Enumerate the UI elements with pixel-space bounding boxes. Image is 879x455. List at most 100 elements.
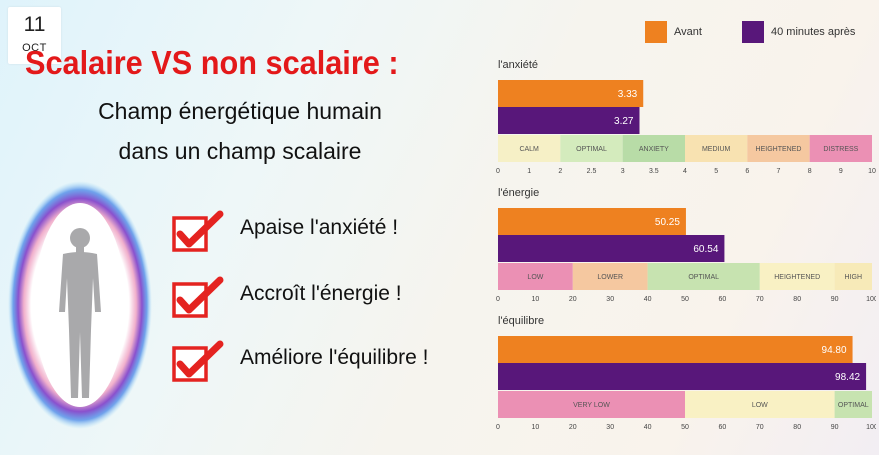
tick-label: 20 (569, 296, 577, 303)
subtitle-line-2: dans un champ scalaire (118, 138, 362, 164)
zone-very-low (498, 391, 685, 418)
zone-low (498, 263, 573, 290)
tick-label: 50 (681, 296, 689, 303)
zone-label: LOW (752, 402, 768, 409)
zone-calm (498, 135, 561, 162)
zone-label: DISTRESS (823, 146, 858, 153)
tick-label: 90 (831, 296, 839, 303)
tick-label: 4 (683, 168, 687, 175)
zone-label: VERY LOW (573, 402, 610, 409)
tick-label: 100 (866, 296, 876, 303)
bar-value-label: 94.80 (822, 345, 847, 356)
tick-label: 1 (527, 168, 531, 175)
bar-avant (498, 80, 644, 107)
tick-label: 70 (756, 296, 764, 303)
benefit-energy: Accroît l'énergie ! (172, 276, 482, 321)
bar-40-minutes-apr-s (498, 107, 640, 134)
zone-lower (572, 263, 648, 290)
bar-value-label: 3.33 (618, 89, 638, 100)
date-badge: 11 OCT (8, 7, 61, 64)
page-title: Scalaire VS non scalaire : (25, 44, 399, 81)
tick-label: 60 (719, 296, 727, 303)
subtitle-line-1: Champ énergétique humain (98, 98, 382, 124)
chart-panel-2: l'énergie 50.25 60.54 LOW LOWER OPTIMAL HEIGHT… (496, 187, 876, 303)
zone-label: CALM (519, 146, 539, 153)
legend-label-apres: 40 minutes après (771, 26, 856, 38)
zone-label: OPTIMAL (576, 146, 607, 153)
bar-avant (498, 208, 686, 235)
bar-value-label: 98.42 (835, 372, 860, 383)
tick-label: 2 (558, 168, 562, 175)
bar-value-label: 3.27 (614, 116, 634, 127)
zone-heightened (747, 135, 810, 162)
zone-label: MEDIUM (702, 146, 731, 153)
tick-label: 7 (777, 168, 781, 175)
benefit-anxiety: Apaise l'anxiété ! (172, 210, 482, 255)
tick-label: 40 (644, 296, 652, 303)
bar-value-label: 50.25 (655, 217, 680, 228)
bar-40-minutes-apr-s (498, 235, 725, 262)
tick-label: 90 (831, 424, 839, 431)
red-checkbox-icon (172, 210, 224, 252)
tick-label: 100 (866, 424, 876, 431)
zone-label: OPTIMAL (838, 402, 869, 409)
tick-label: 30 (606, 296, 614, 303)
panel-title: l'énergie (498, 187, 539, 199)
tick-label: 0 (496, 168, 500, 175)
tick-label: 20 (569, 424, 577, 431)
zone-optimal (834, 391, 872, 418)
tick-label: 10 (532, 424, 540, 431)
bar-avant (498, 336, 853, 363)
zone-label: HEIGHTENED (756, 146, 802, 153)
tick-label: 40 (644, 424, 652, 431)
tick-label: 10 (532, 296, 540, 303)
zone-label: HIGH (845, 274, 863, 281)
tick-label: 60 (719, 424, 727, 431)
tick-label: 6 (745, 168, 749, 175)
chart-legend: Avant 40 minutes après (645, 20, 875, 46)
zone-label: LOWER (597, 274, 623, 281)
zone-label: ANXIETY (639, 146, 669, 153)
panel-title: l'anxiété (498, 59, 538, 71)
benefit-label: Apaise l'anxiété ! (240, 216, 399, 239)
chart-panel-1: l'anxiété 3.33 3.27 CALM OPTIMAL ANXIETY MEDIU… (496, 59, 876, 175)
benefit-balance: Améliore l'équilibre ! (172, 340, 482, 385)
zone-medium (685, 135, 748, 162)
zone-low (685, 391, 835, 418)
bar-chart-panels: l'anxiété 3.33 3.27 CALM OPTIMAL ANXIETY MEDIU… (496, 59, 876, 431)
tick-label: 30 (606, 424, 614, 431)
tick-label: 70 (756, 424, 764, 431)
chart-panel-3: l'équilibre 94.80 98.42 VERY LOW LOW OPTIMAL 0… (496, 315, 876, 431)
zone-high (834, 263, 872, 290)
legend-label-avant: Avant (674, 26, 702, 38)
benefit-label: Accroît l'énergie ! (240, 282, 402, 305)
tick-label: 3 (621, 168, 625, 175)
legend-swatch-avant (645, 21, 667, 43)
red-checkbox-icon (172, 276, 224, 318)
red-checkbox-icon (172, 340, 224, 382)
panel-title: l'équilibre (498, 315, 544, 327)
zone-optimal (647, 263, 760, 290)
date-month: OCT (22, 42, 47, 54)
bar-40-minutes-apr-s (498, 363, 867, 390)
human-energy-field-icon (8, 181, 152, 429)
tick-label: 10 (868, 168, 876, 175)
tick-label: 50 (681, 424, 689, 431)
benefit-label: Améliore l'équilibre ! (240, 346, 429, 369)
tick-label: 5 (714, 168, 718, 175)
zone-heightened (759, 263, 835, 290)
date-day: 11 (23, 13, 46, 36)
tick-label: 80 (793, 296, 801, 303)
tick-label: 80 (793, 424, 801, 431)
bar-value-label: 60.54 (693, 244, 718, 255)
tick-label: 3.5 (649, 168, 659, 175)
legend-swatch-apres (742, 21, 764, 43)
tick-label: 0 (496, 424, 500, 431)
tick-label: 2.5 (587, 168, 597, 175)
zone-distress (809, 135, 872, 162)
zone-label: OPTIMAL (688, 274, 719, 281)
tick-label: 0 (496, 296, 500, 303)
zone-label: HEIGHTENED (774, 274, 820, 281)
tick-label: 8 (808, 168, 812, 175)
zone-label: LOW (527, 274, 543, 281)
